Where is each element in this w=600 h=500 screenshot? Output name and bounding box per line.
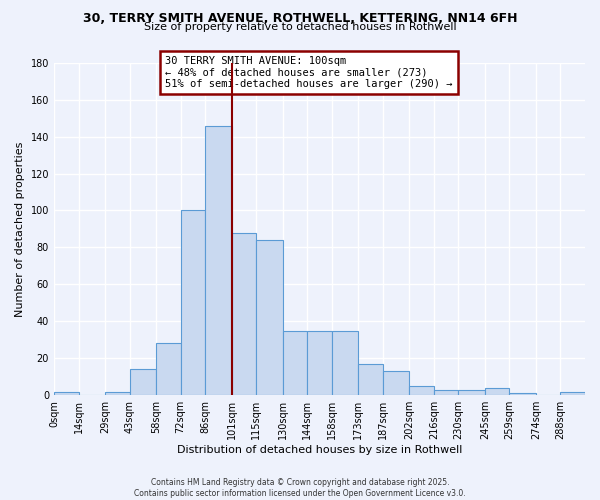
Bar xyxy=(256,240,283,395)
Bar xyxy=(205,126,232,395)
Text: 30 TERRY SMITH AVENUE: 100sqm
← 48% of detached houses are smaller (273)
51% of : 30 TERRY SMITH AVENUE: 100sqm ← 48% of d… xyxy=(166,56,453,89)
X-axis label: Distribution of detached houses by size in Rothwell: Distribution of detached houses by size … xyxy=(177,445,462,455)
Bar xyxy=(358,364,383,395)
Bar xyxy=(560,392,585,395)
Text: 30, TERRY SMITH AVENUE, ROTHWELL, KETTERING, NN14 6FH: 30, TERRY SMITH AVENUE, ROTHWELL, KETTER… xyxy=(83,12,517,26)
Bar xyxy=(509,394,536,395)
Bar xyxy=(232,232,256,395)
Bar xyxy=(458,390,485,395)
Bar xyxy=(283,330,307,395)
Text: Contains HM Land Registry data © Crown copyright and database right 2025.
Contai: Contains HM Land Registry data © Crown c… xyxy=(134,478,466,498)
Text: Size of property relative to detached houses in Rothwell: Size of property relative to detached ho… xyxy=(143,22,457,32)
Bar xyxy=(434,390,458,395)
Bar xyxy=(54,392,79,395)
Bar xyxy=(156,344,181,395)
Bar xyxy=(332,330,358,395)
Bar xyxy=(105,392,130,395)
Bar xyxy=(409,386,434,395)
Bar xyxy=(383,371,409,395)
Bar xyxy=(485,388,509,395)
Bar xyxy=(130,370,156,395)
Y-axis label: Number of detached properties: Number of detached properties xyxy=(15,142,25,316)
Bar xyxy=(181,210,205,395)
Bar xyxy=(307,330,332,395)
